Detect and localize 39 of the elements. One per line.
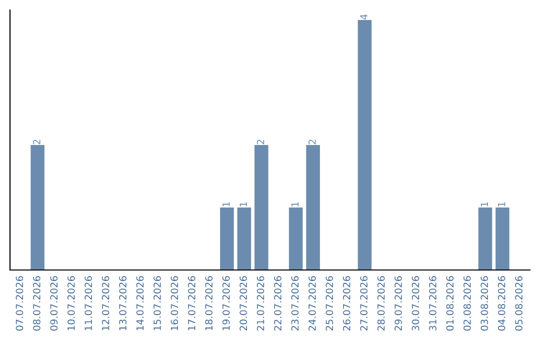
- x-tick-label: 16.07.2026: [170, 276, 178, 330]
- x-tick-label: 17.07.2026: [188, 276, 196, 330]
- x-tick-label: 26.07.2026: [342, 276, 350, 331]
- x-tick-label: 11.07.2026: [84, 276, 92, 330]
- x-tick-label: 22.07.2026: [274, 276, 282, 331]
- x-tick-label: 07.07.2026: [16, 276, 24, 331]
- x-tick-label: 29.07.2026: [394, 276, 402, 331]
- x-tick-label: 30.07.2026: [412, 276, 420, 330]
- data-label: 1: [240, 202, 247, 206]
- x-tick-label: 14.07.2026: [136, 276, 144, 330]
- x-tick-label: 02.08.2026: [463, 276, 471, 331]
- x-tick-label: 01.08.2026: [446, 276, 454, 331]
- data-label: 1: [291, 202, 299, 206]
- data-label: 1: [480, 202, 488, 206]
- data-label: 2: [308, 140, 316, 144]
- x-tick-label: 31.07.2026: [429, 276, 436, 330]
- x-tick-label: 23.07.2026: [291, 276, 299, 331]
- x-tick-label: 12.07.2026: [102, 276, 110, 330]
- x-tick-label: 13.07.2026: [119, 276, 126, 330]
- x-tick-label: 04.08.2026: [498, 276, 506, 331]
- x-tick-label: 28.07.2026: [377, 276, 385, 331]
- x-tick-label: 21.07.2026: [256, 276, 264, 331]
- x-tick-label: 15.07.2026: [154, 276, 161, 330]
- x-tick-label: 27.07.2026: [360, 276, 368, 331]
- x-tick-label: 09.07.2026: [50, 276, 58, 331]
- x-tick-label: 18.07.2026: [205, 276, 213, 330]
- x-tick-label: 03.08.2026: [480, 276, 488, 331]
- x-tick-label: 10.07.2026: [67, 276, 75, 330]
- x-tick-label: 08.07.2026: [33, 276, 40, 331]
- x-tick-label: 19.07.2026: [222, 276, 230, 330]
- x-tick-label: 24.07.2026: [308, 276, 316, 331]
- data-label: 4: [360, 14, 368, 20]
- x-tick-label: 05.08.2026: [515, 276, 522, 331]
- data-label: 1: [222, 202, 230, 206]
- x-tick-label: 25.07.2026: [326, 276, 334, 331]
- data-label: 2: [33, 140, 40, 144]
- data-label: 2: [256, 140, 264, 144]
- data-label: 1: [498, 202, 506, 206]
- x-tick-label: 20.07.2026: [240, 276, 247, 331]
